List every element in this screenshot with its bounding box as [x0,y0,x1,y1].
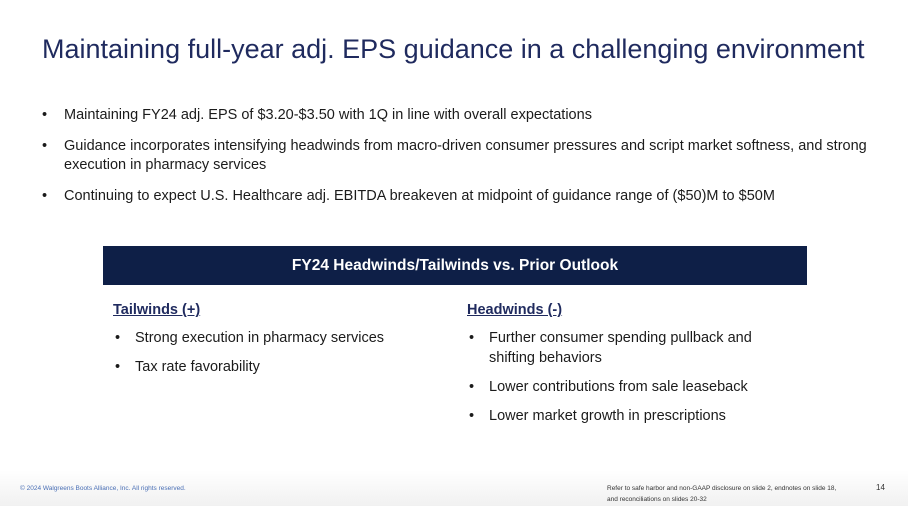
headwind-item: Lower contributions from sale leaseback [467,377,797,397]
bullet-item: Continuing to expect U.S. Healthcare adj… [42,187,882,206]
headwinds-column: Headwinds (-) Further consumer spending … [467,300,797,435]
page-number: 14 [876,483,885,492]
headwinds-heading: Headwinds (-) [467,302,563,318]
tailwinds-column: Tailwinds (+) Strong execution in pharma… [113,300,443,386]
slide-title: Maintaining full-year adj. EPS guidance … [42,34,865,64]
tailwind-item: Strong execution in pharmacy services [113,328,443,348]
tailwinds-heading: Tailwinds (+) [113,302,201,318]
tailwind-item: Tax rate favorability [113,357,443,377]
section-banner: FY24 Headwinds/Tailwinds vs. Prior Outlo… [103,246,807,285]
key-points: Maintaining FY24 adj. EPS of $3.20-$3.50… [42,106,882,218]
headwind-item: Lower market growth in prescriptions [467,406,797,426]
disclaimer: Refer to safe harbor and non-GAAP disclo… [607,485,837,503]
footer: © 2024 Walgreens Boots Alliance, Inc. Al… [0,470,908,506]
bullet-item: Maintaining FY24 adj. EPS of $3.20-$3.50… [42,106,882,125]
bullet-item: Guidance incorporates intensifying headw… [42,137,882,175]
copyright: © 2024 Walgreens Boots Alliance, Inc. Al… [20,485,186,492]
headwind-item: Further consumer spending pullback and s… [467,328,797,368]
